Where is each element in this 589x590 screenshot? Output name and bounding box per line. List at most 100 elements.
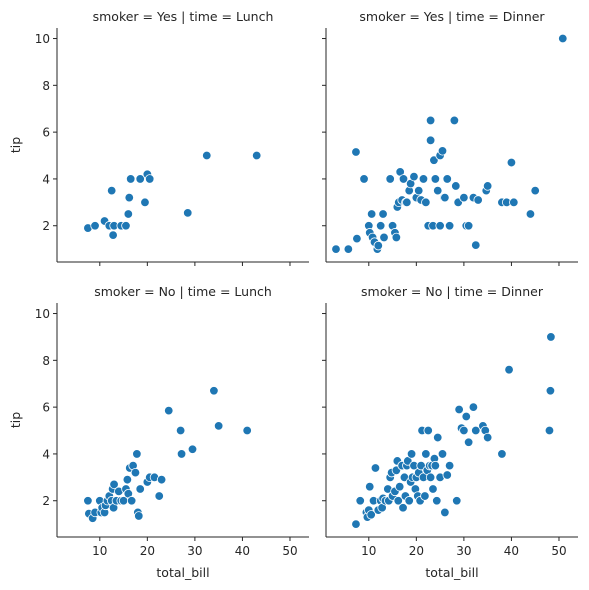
- data-point: [471, 240, 481, 250]
- data-point: [444, 221, 455, 231]
- data-point: [351, 147, 361, 157]
- data-point: [425, 135, 436, 146]
- data-point: [506, 157, 517, 168]
- x-tick-label: 40: [504, 544, 519, 558]
- data-point: [421, 197, 431, 208]
- data-point: [343, 244, 354, 254]
- data-point: [140, 197, 150, 208]
- data-point: [440, 507, 450, 518]
- data-point: [134, 511, 144, 521]
- data-point: [175, 425, 186, 436]
- data-point: [423, 425, 433, 436]
- data-point: [545, 386, 556, 396]
- data-point: [164, 405, 174, 416]
- data-point: [418, 174, 429, 184]
- data-point: [331, 244, 341, 254]
- data-point: [156, 474, 167, 485]
- data-point: [425, 115, 436, 126]
- data-point: [398, 174, 409, 184]
- data-point: [108, 230, 118, 240]
- x-axis-label: total_bill: [425, 565, 478, 580]
- data-point: [351, 519, 361, 529]
- data-point: [430, 460, 441, 471]
- data-point: [366, 209, 377, 219]
- x-tick-label: 20: [409, 544, 424, 558]
- facet-title: smoker = Yes | time = Lunch: [93, 9, 274, 24]
- data-point: [355, 496, 365, 506]
- facet-panel: smoker = Yes | time = Dinner: [322, 9, 578, 266]
- y-tick-label: 4: [42, 447, 50, 461]
- data-point: [123, 209, 134, 219]
- data-point: [429, 155, 439, 165]
- data-point: [122, 474, 133, 485]
- data-point: [378, 209, 388, 219]
- data-point: [435, 221, 445, 231]
- data-point: [440, 192, 450, 203]
- data-point: [370, 463, 381, 473]
- data-point: [482, 432, 493, 443]
- data-point: [125, 174, 136, 184]
- data-point: [385, 174, 395, 184]
- data-point: [409, 171, 419, 182]
- data-point: [463, 437, 474, 447]
- data-point: [187, 444, 198, 454]
- x-tick-label: 30: [456, 544, 471, 558]
- facet-panel: smoker = No | time = Lunch 10 20 30 40 50 2 4 6 8…: [8, 284, 309, 580]
- x-axis-label: total_bill: [156, 565, 209, 580]
- data-point: [509, 197, 519, 208]
- data-point: [463, 221, 474, 231]
- data-point: [452, 496, 462, 506]
- data-point: [473, 195, 483, 205]
- data-point: [482, 181, 493, 191]
- data-point: [404, 496, 414, 506]
- data-point: [437, 449, 448, 459]
- data-point: [393, 496, 403, 506]
- data-point: [437, 146, 448, 156]
- facet-panel: smoker = Yes | time = Lunch 2 4 6 8 10 tip: [8, 9, 309, 266]
- x-tick-label: 50: [551, 544, 566, 558]
- y-tick-label: 6: [42, 401, 50, 415]
- data-point: [135, 174, 145, 184]
- data-point: [546, 332, 556, 342]
- data-point: [406, 449, 417, 459]
- data-point: [525, 209, 536, 219]
- x-tick-label: 20: [140, 544, 155, 558]
- data-point: [145, 174, 155, 184]
- data-point: [442, 470, 452, 480]
- data-point: [135, 484, 145, 494]
- data-point: [428, 484, 438, 494]
- data-point: [444, 460, 455, 471]
- data-point: [459, 425, 469, 436]
- data-point: [558, 33, 568, 44]
- y-tick-label: 10: [35, 307, 50, 321]
- data-point: [544, 425, 555, 436]
- data-point: [459, 192, 469, 203]
- data-point: [252, 150, 262, 161]
- data-point: [126, 496, 137, 506]
- data-point: [242, 425, 252, 436]
- data-point: [402, 197, 412, 208]
- y-tick-label: 2: [42, 219, 50, 233]
- y-tick-label: 4: [42, 172, 50, 186]
- data-point: [433, 432, 443, 443]
- y-tick-label: 6: [42, 126, 50, 140]
- data-point: [359, 174, 369, 184]
- data-point: [504, 364, 514, 375]
- data-point: [391, 232, 402, 243]
- data-point: [213, 421, 224, 431]
- facet-title: smoker = No | time = Lunch: [94, 284, 272, 299]
- data-point: [90, 221, 100, 231]
- data-point: [352, 233, 362, 244]
- data-point: [183, 208, 193, 218]
- data-point: [414, 185, 424, 196]
- x-tick-label: 30: [187, 544, 202, 558]
- data-point: [430, 174, 441, 184]
- data-point: [373, 240, 384, 251]
- data-point: [425, 472, 436, 483]
- y-axis-label: tip: [8, 412, 23, 428]
- data-point: [121, 221, 131, 231]
- data-point: [130, 467, 141, 478]
- y-tick-label: 2: [42, 494, 50, 508]
- data-point: [154, 491, 164, 501]
- y-axis-label: tip: [8, 137, 23, 153]
